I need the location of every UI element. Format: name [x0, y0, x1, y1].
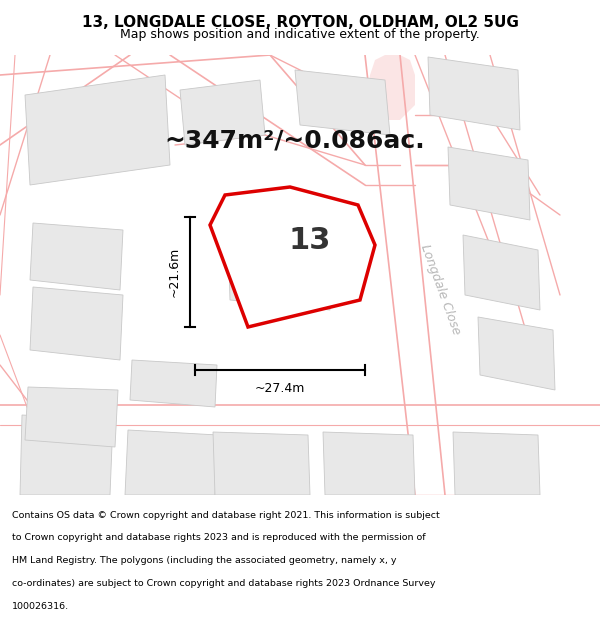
- Polygon shape: [463, 235, 540, 310]
- Text: 13: 13: [289, 226, 331, 255]
- Text: 13, LONGDALE CLOSE, ROYTON, OLDHAM, OL2 5UG: 13, LONGDALE CLOSE, ROYTON, OLDHAM, OL2 …: [82, 16, 518, 31]
- Polygon shape: [478, 317, 555, 390]
- Polygon shape: [228, 232, 330, 310]
- Polygon shape: [125, 430, 218, 495]
- Text: 100026316.: 100026316.: [12, 602, 69, 611]
- Polygon shape: [130, 360, 217, 407]
- Text: ~21.6m: ~21.6m: [167, 247, 181, 297]
- Polygon shape: [428, 57, 520, 130]
- Polygon shape: [213, 432, 310, 495]
- Text: to Crown copyright and database rights 2023 and is reproduced with the permissio: to Crown copyright and database rights 2…: [12, 533, 425, 542]
- Text: ~27.4m: ~27.4m: [255, 381, 305, 394]
- Text: Map shows position and indicative extent of the property.: Map shows position and indicative extent…: [120, 28, 480, 41]
- Polygon shape: [25, 387, 118, 447]
- Polygon shape: [448, 147, 530, 220]
- Polygon shape: [30, 223, 123, 290]
- Text: ~347m²/~0.086ac.: ~347m²/~0.086ac.: [164, 128, 425, 152]
- Text: co-ordinates) are subject to Crown copyright and database rights 2023 Ordnance S: co-ordinates) are subject to Crown copyr…: [12, 579, 436, 588]
- Polygon shape: [453, 432, 540, 495]
- Text: Longdale Close: Longdale Close: [418, 243, 463, 337]
- Polygon shape: [365, 55, 415, 120]
- Text: Contains OS data © Crown copyright and database right 2021. This information is : Contains OS data © Crown copyright and d…: [12, 511, 440, 519]
- Polygon shape: [295, 70, 390, 135]
- Polygon shape: [20, 415, 113, 495]
- Polygon shape: [30, 287, 123, 360]
- Polygon shape: [210, 187, 375, 327]
- Text: HM Land Registry. The polygons (including the associated geometry, namely x, y: HM Land Registry. The polygons (includin…: [12, 556, 397, 565]
- Polygon shape: [323, 432, 415, 495]
- Polygon shape: [25, 75, 170, 185]
- Polygon shape: [180, 80, 265, 145]
